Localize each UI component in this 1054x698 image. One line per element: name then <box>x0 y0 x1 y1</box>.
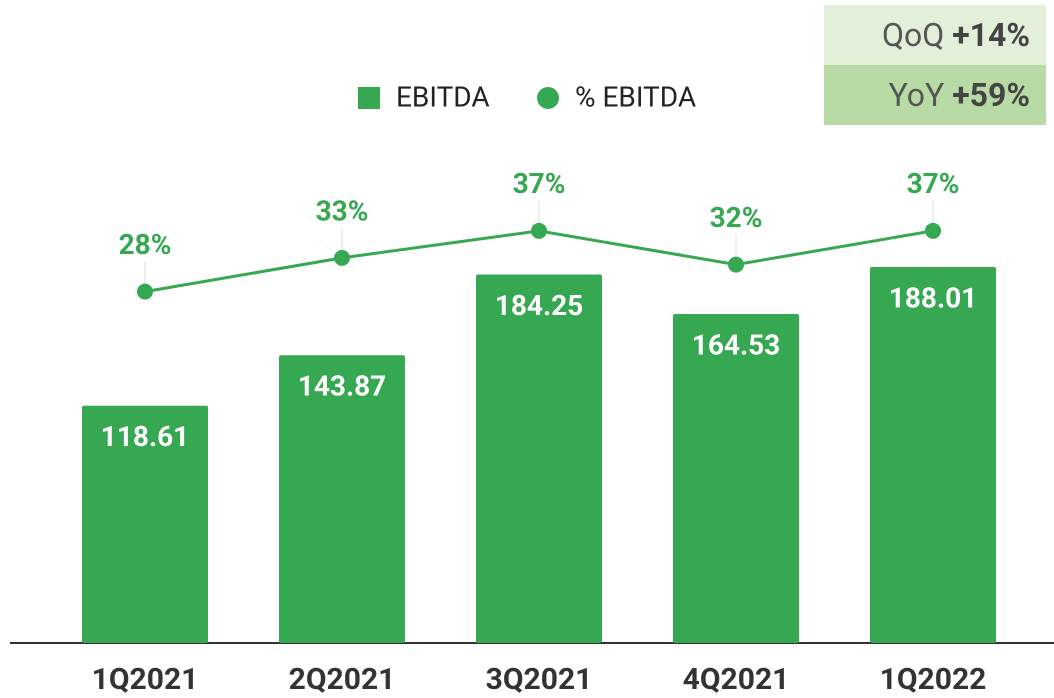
line-point <box>531 222 547 239</box>
bar <box>673 313 799 643</box>
line-value-label: 28% <box>119 228 172 261</box>
bar <box>870 266 996 643</box>
line-value-label: 37% <box>513 167 566 200</box>
annotation: QoQ +14% <box>882 16 1030 54</box>
legend-marker <box>537 87 559 109</box>
bar <box>476 274 602 643</box>
annotation-box <box>824 65 1046 125</box>
bar-value-label: 184.25 <box>495 289 583 322</box>
annotation-value: +14% <box>952 16 1030 54</box>
bar-value-label: 188.01 <box>889 281 977 314</box>
legend-label: EBITDA <box>396 80 490 113</box>
annotation-value: +59% <box>952 76 1030 114</box>
legend-marker <box>358 87 380 109</box>
bar-value-label: 118.61 <box>101 420 189 453</box>
line-value-label: 32% <box>710 201 763 234</box>
line-point <box>728 256 744 273</box>
bar <box>82 405 208 643</box>
line-point <box>334 249 350 266</box>
x-tick-label: 3Q2021 <box>486 662 593 697</box>
x-tick-label: 2Q2021 <box>289 662 396 697</box>
annotation: YoY +59% <box>889 76 1030 114</box>
bar-value-label: 143.87 <box>298 370 386 403</box>
annotation-box <box>824 5 1046 65</box>
annotation-label: QoQ <box>882 16 944 54</box>
x-tick-label: 4Q2021 <box>683 662 790 697</box>
bar <box>279 355 405 643</box>
line-value-label: 33% <box>316 194 369 227</box>
x-tick-label: 1Q2021 <box>92 662 199 697</box>
line-value-label: 37% <box>907 167 960 200</box>
x-tick-label: 1Q2022 <box>880 662 987 697</box>
line-point <box>925 222 941 239</box>
line-point <box>137 283 153 300</box>
legend-label: % EBITDA <box>575 80 696 113</box>
bar-value-label: 164.53 <box>692 328 780 361</box>
annotation-label: YoY <box>889 76 945 114</box>
